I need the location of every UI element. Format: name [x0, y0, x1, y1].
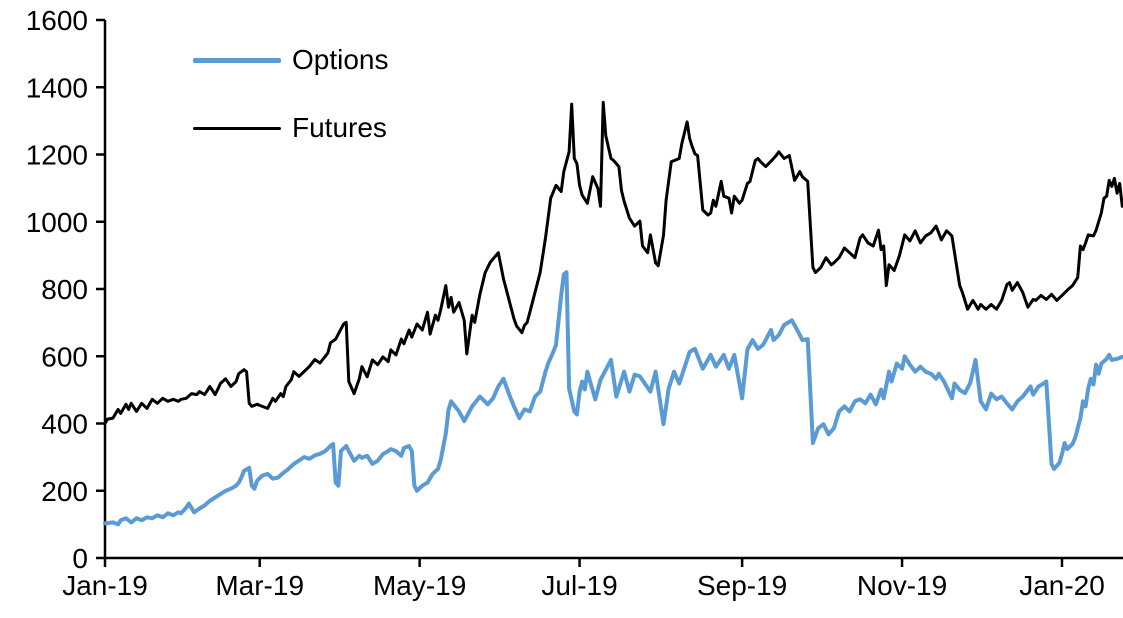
- series-line-options: [103, 270, 1123, 527]
- legend-item-options: Options: [193, 46, 389, 74]
- y-axis-tick-label: 1400: [26, 72, 88, 103]
- legend-line-options-icon: [193, 57, 281, 63]
- legend-line-futures-icon: [193, 126, 281, 130]
- y-axis-tick-label: 1600: [26, 5, 88, 36]
- series-line-futures: [103, 100, 1123, 425]
- x-axis-tick-label: May-19: [373, 570, 466, 601]
- y-axis-tick-label: 1000: [26, 207, 88, 238]
- y-axis-tick-label: 0: [72, 543, 88, 574]
- y-axis-tick-label: 600: [41, 341, 88, 372]
- x-axis-tick-label: Mar-19: [215, 570, 304, 601]
- y-axis-tick-label: 800: [41, 274, 88, 305]
- legend-label-options: Options: [292, 44, 389, 75]
- legend-item-futures: Futures: [193, 114, 387, 142]
- x-axis-tick-label: Jul-19: [541, 570, 617, 601]
- x-axis-tick-label: Jan-19: [62, 570, 148, 601]
- legend-label-futures: Futures: [292, 112, 387, 143]
- y-axis-tick-label: 400: [41, 409, 88, 440]
- x-axis-tick-label: Jan-20: [1019, 570, 1105, 601]
- x-axis-tick-label: Nov-19: [857, 570, 947, 601]
- y-axis-tick-label: 200: [41, 476, 88, 507]
- x-axis-tick-label: Sep-19: [697, 570, 787, 601]
- y-axis-tick-label: 1200: [26, 140, 88, 171]
